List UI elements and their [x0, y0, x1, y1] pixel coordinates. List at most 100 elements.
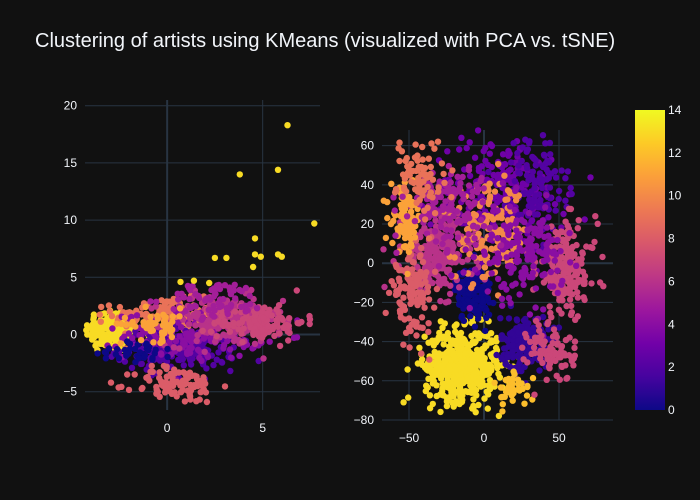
- pca-point: [116, 303, 124, 311]
- pca-point: [153, 298, 160, 305]
- tsne-point: [454, 218, 461, 226]
- tsne-point: [474, 127, 482, 134]
- pca-point: [259, 334, 266, 341]
- pca-point: [227, 287, 234, 295]
- tsne-point: [417, 252, 424, 259]
- pca-point: [266, 338, 273, 345]
- tsne-point: [419, 361, 426, 368]
- tsne-point: [418, 314, 426, 321]
- tsne-point: [524, 165, 531, 172]
- tsne-point: [458, 312, 466, 320]
- tsne-point: [488, 231, 495, 238]
- tsne-point: [532, 162, 540, 169]
- tsne-point: [451, 340, 458, 347]
- tsne-point: [431, 268, 439, 275]
- tsne-point: [544, 256, 551, 263]
- pca-point: [311, 220, 318, 227]
- pca-point: [125, 330, 133, 337]
- tsne-point: [490, 203, 497, 210]
- tsne-point: [382, 309, 389, 317]
- pca-point: [226, 328, 234, 335]
- pca-point: [213, 356, 220, 363]
- tsne-point: [505, 294, 513, 302]
- tsne-point: [571, 283, 579, 291]
- tsne-point: [456, 146, 463, 153]
- pca-point: [240, 325, 247, 332]
- tsne-point: [420, 187, 428, 194]
- pca-point: [118, 320, 125, 328]
- tsne-point: [479, 370, 486, 377]
- tsne-point: [473, 392, 480, 399]
- pca-point: [156, 393, 163, 400]
- pca-point: [253, 305, 261, 312]
- tsne-point: [488, 245, 495, 252]
- colorbar-tick-label: 14: [668, 103, 682, 117]
- tsne-point: [380, 197, 387, 204]
- tsne-point: [512, 280, 519, 287]
- tsne-point: [548, 276, 556, 283]
- tsne-point: [436, 178, 443, 185]
- pca-point: [150, 339, 157, 346]
- tsne-point: [440, 333, 447, 340]
- tsne-point: [471, 154, 479, 161]
- pca-point: [227, 354, 235, 361]
- pca-point: [108, 312, 116, 320]
- tsne-point: [425, 320, 432, 327]
- pca-point: [221, 282, 229, 289]
- tsne-point: [392, 232, 399, 239]
- colorbar-tick-label: 12: [668, 146, 682, 160]
- tsne-point: [431, 145, 438, 152]
- tsne-point: [507, 159, 515, 166]
- pca-point: [156, 374, 163, 382]
- tsne-point: [466, 139, 473, 146]
- tsne-point: [456, 383, 464, 391]
- tsne-point: [524, 238, 531, 245]
- pca-point: [164, 345, 171, 353]
- pca-point: [193, 373, 200, 380]
- tsne-point: [422, 171, 429, 178]
- colorbar-tick-label: 2: [668, 360, 675, 374]
- tsne-point: [568, 190, 575, 198]
- tsne-point: [425, 235, 433, 242]
- tsne-point: [539, 217, 546, 224]
- tsne-point: [494, 235, 501, 242]
- pca-point: [157, 339, 164, 346]
- tsne-point: [401, 316, 408, 323]
- tsne-point: [437, 318, 444, 325]
- pca-point: [191, 302, 198, 309]
- tsne-point: [558, 228, 566, 236]
- tsne-point: [408, 160, 415, 168]
- tsne-point: [459, 173, 466, 181]
- pca-point: [101, 322, 109, 329]
- tsne-point: [491, 188, 499, 195]
- tsne-point: [516, 244, 523, 252]
- tsne-point: [524, 324, 531, 332]
- pca-point: [100, 332, 108, 340]
- tsne-point: [435, 184, 442, 191]
- tsne-point: [554, 289, 561, 297]
- tsne-point: [454, 173, 461, 180]
- pca-point: [223, 305, 231, 312]
- tsne-point: [455, 301, 463, 308]
- pca-point: [285, 322, 292, 330]
- pca-point: [176, 345, 183, 352]
- tsne-point: [537, 196, 544, 204]
- tsne-point: [400, 294, 407, 301]
- pca-point: [246, 292, 253, 300]
- tsne-point: [482, 327, 489, 335]
- pca-point: [276, 330, 283, 337]
- tsne-point: [413, 199, 420, 206]
- tsne-point: [444, 329, 452, 337]
- pca-point: [231, 335, 238, 342]
- tsne-point: [574, 225, 581, 232]
- tsne-point: [532, 192, 539, 199]
- tsne-point: [388, 180, 395, 187]
- tsne-point: [536, 350, 544, 357]
- pca-point: [96, 328, 103, 335]
- tsne-point: [475, 350, 482, 357]
- tsne-point: [499, 401, 506, 408]
- tsne-point: [513, 316, 520, 323]
- tsne-point: [405, 394, 412, 401]
- tsne-point: [573, 262, 580, 269]
- tsne-point: [568, 309, 576, 316]
